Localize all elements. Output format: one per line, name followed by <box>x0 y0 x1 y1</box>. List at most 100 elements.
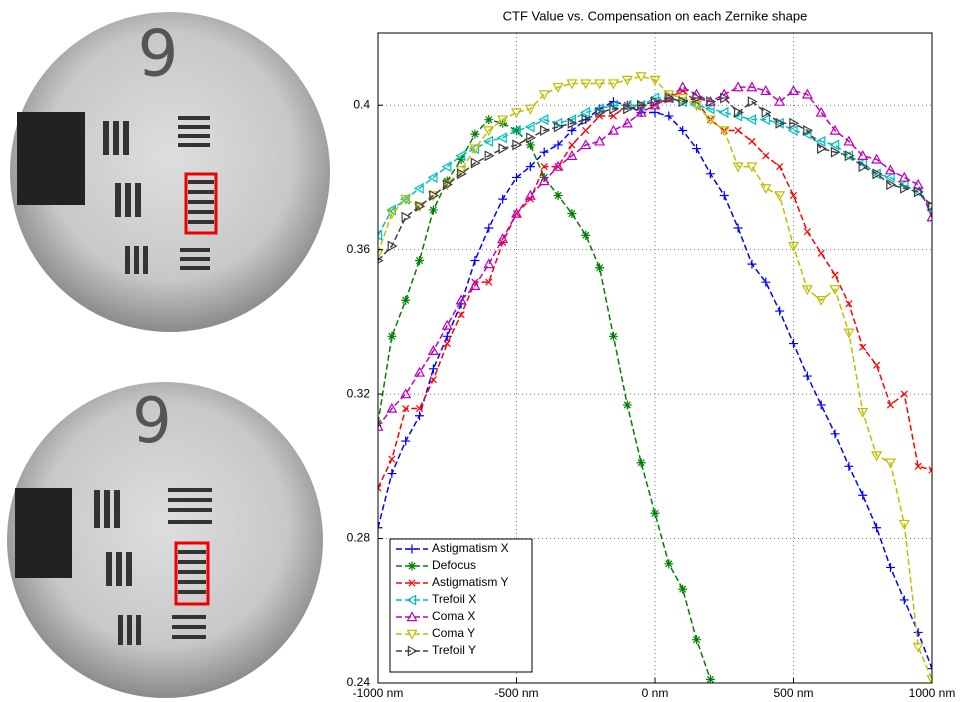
marker <box>386 209 398 220</box>
marker <box>787 124 798 137</box>
marker <box>609 103 620 115</box>
y-tick-label: 0.24 <box>347 675 371 689</box>
marker <box>378 484 382 492</box>
marker <box>413 182 424 194</box>
marker <box>580 139 592 150</box>
marker <box>469 144 481 155</box>
marker <box>636 99 647 111</box>
marker <box>415 256 425 265</box>
series-line <box>378 100 932 669</box>
marker <box>913 186 924 198</box>
photo-label: 9 <box>132 384 171 457</box>
marker <box>884 164 896 175</box>
marker <box>378 249 384 260</box>
marker <box>789 117 800 129</box>
marker <box>456 168 467 180</box>
marker <box>567 209 577 219</box>
legend-label: Coma X <box>432 609 475 623</box>
marker <box>762 152 770 160</box>
marker <box>858 490 868 500</box>
marker <box>524 104 536 115</box>
marker <box>775 117 786 129</box>
marker <box>650 107 660 117</box>
marker <box>427 345 439 355</box>
marker <box>760 114 770 126</box>
marker <box>401 211 412 223</box>
marker <box>775 306 785 316</box>
marker <box>607 99 618 111</box>
marker <box>787 85 800 95</box>
marker <box>566 114 577 126</box>
marker <box>692 92 703 104</box>
legend-marker <box>406 594 417 606</box>
marker <box>732 162 744 173</box>
x-tick-label: -500 nm <box>494 686 538 700</box>
marker <box>387 331 397 341</box>
marker <box>803 228 811 236</box>
marker <box>926 675 932 683</box>
marker <box>483 126 495 137</box>
marker <box>400 194 412 205</box>
marker <box>927 200 932 212</box>
marker <box>691 101 703 111</box>
marker <box>886 401 895 409</box>
marker <box>525 140 535 150</box>
marker <box>732 110 743 122</box>
marker <box>871 153 883 164</box>
target-photo: 9 <box>7 382 323 698</box>
marker <box>622 400 632 410</box>
marker <box>415 200 426 212</box>
marker <box>844 150 855 162</box>
marker <box>402 404 410 413</box>
marker <box>649 75 661 86</box>
marker <box>470 129 480 139</box>
marker <box>857 157 867 169</box>
legend: Astigmatism X Defocus Astigmatism Y Trefoil… <box>389 538 533 673</box>
marker <box>621 99 632 111</box>
marker <box>761 106 772 118</box>
marker <box>746 114 757 126</box>
marker <box>650 96 661 108</box>
marker <box>485 278 493 286</box>
marker <box>678 584 688 594</box>
legend-label: Astigmatism X <box>432 541 509 555</box>
marker <box>441 180 453 191</box>
marker <box>748 137 756 145</box>
marker <box>429 189 440 202</box>
marker <box>801 88 813 99</box>
marker <box>692 144 702 154</box>
marker <box>457 311 465 319</box>
marker <box>497 115 509 126</box>
marker <box>776 163 784 171</box>
marker <box>456 154 466 164</box>
marker <box>677 81 689 92</box>
marker <box>538 90 550 101</box>
marker <box>926 211 932 222</box>
marker <box>484 115 494 125</box>
marker <box>734 126 742 135</box>
marker <box>443 179 453 191</box>
marker <box>718 126 730 137</box>
marker <box>497 233 509 244</box>
marker <box>690 99 701 111</box>
y-tick-label: 0.32 <box>347 386 371 400</box>
marker <box>582 126 590 135</box>
marker <box>428 205 438 215</box>
marker <box>789 191 798 200</box>
marker <box>378 523 383 533</box>
marker <box>678 126 688 135</box>
marker <box>386 402 398 413</box>
marker <box>635 72 647 83</box>
marker <box>538 114 549 126</box>
marker <box>524 189 536 200</box>
marker <box>912 642 924 653</box>
marker <box>900 390 908 398</box>
marker <box>650 508 660 518</box>
marker <box>928 466 932 474</box>
marker <box>580 79 592 90</box>
legend-marker <box>406 611 418 622</box>
marker <box>761 277 771 287</box>
marker <box>621 117 633 128</box>
marker <box>415 411 425 421</box>
marker <box>664 559 674 569</box>
